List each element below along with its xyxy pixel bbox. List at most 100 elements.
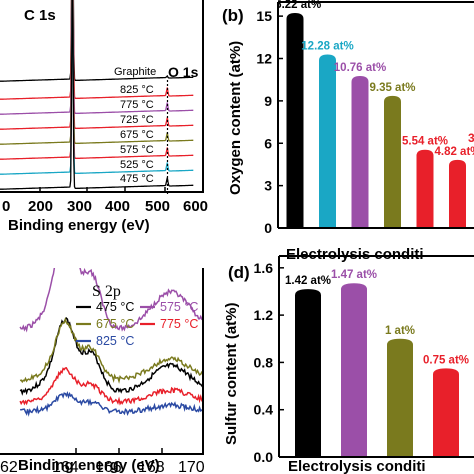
bar-value-label: 15.22 at% xyxy=(269,0,321,11)
y-tick-label: 1.6 xyxy=(254,260,274,276)
bar xyxy=(286,13,304,228)
oxygen-categories: 475 °C 525 °C 575 °C 675 °C 725 °C 775 °C xyxy=(279,234,474,246)
panel-oxygen: (b) 0 3 6 9 12 15 15.22 at% 12.28 at% 10.76 at%… xyxy=(222,0,474,263)
bar-value-label: 9.35 at% xyxy=(369,82,415,94)
survey-legend-label: 475 °C xyxy=(120,173,154,185)
y-tick-label: 0.4 xyxy=(254,402,274,418)
sulfur-panel-label: (d) xyxy=(228,263,250,282)
survey-series-line xyxy=(0,0,194,175)
y-tick-label: 9 xyxy=(264,93,272,109)
survey-series-line xyxy=(0,0,194,130)
s2p-series-line xyxy=(19,366,203,406)
survey-plot-frame xyxy=(0,0,204,193)
category-label: 675 °C xyxy=(376,234,409,246)
sulfur-y-ticks: 0.0 0.4 0.8 1.2 1.6 xyxy=(254,260,284,465)
survey-series-line xyxy=(0,0,194,190)
survey-legend-label: Graphite xyxy=(114,66,156,78)
panel-s2p: 62 164 166 168 170 S 2p 475 °C 575 °C 675 … xyxy=(0,268,205,474)
bar-value-label: 1 at% xyxy=(385,325,415,337)
survey-legend-label: 825 °C xyxy=(120,84,154,96)
y-tick-label: 6 xyxy=(264,135,272,151)
category-label: 525 °C xyxy=(311,234,344,246)
survey-x-tick-label: 0 xyxy=(2,198,10,215)
category-label: 575 °C xyxy=(344,234,377,246)
sulfur-x-axis-label: Electrolysis conditi xyxy=(288,458,426,474)
y-tick-label: 15 xyxy=(256,8,272,24)
survey-x-tick-label: 500 xyxy=(145,198,170,215)
survey-spectra xyxy=(0,0,194,190)
s2p-legend-label: 575 °C xyxy=(160,300,198,314)
y-tick-label: 12 xyxy=(256,51,272,67)
oxygen-y-axis-label: Oxygen content (at%) xyxy=(227,41,244,195)
sulfur-bars xyxy=(295,283,459,456)
bar-value-label: 1.42 at% xyxy=(285,275,331,287)
oxygen-value-labels: 15.22 at% 12.28 at% 10.76 at% 9.35 at% 5.54 … xyxy=(269,0,474,158)
s2p-legend-label: 475 °C xyxy=(96,300,134,314)
survey-legend-label: 525 °C xyxy=(120,159,154,171)
survey-annotation-c1s: C 1s xyxy=(24,7,56,24)
bar-value-label: 12.28 at% xyxy=(301,41,353,53)
s2p-legend: 475 °C 575 °C 675 °C 775 °C 825 °C xyxy=(76,300,198,348)
survey-series-line xyxy=(0,0,194,100)
bar-value-label: 10.76 at% xyxy=(334,62,386,74)
bar xyxy=(384,95,401,228)
s2p-spectra xyxy=(19,268,203,417)
category-label: 775 °C xyxy=(441,234,474,246)
sulfur-y-axis-label: Sulfur content (at%) xyxy=(223,303,240,446)
bar xyxy=(295,289,321,456)
bar xyxy=(319,54,336,228)
s2p-series-line xyxy=(19,317,203,384)
survey-x-tick-label: 400 xyxy=(105,198,130,215)
y-tick-label: 0 xyxy=(264,220,272,236)
survey-x-ticks: 0 200 300 400 500 600 xyxy=(2,187,208,215)
survey-series-line xyxy=(0,0,194,160)
bar-value-label: 1.47 at% xyxy=(331,269,377,281)
bar-value-label: 4.82 at% xyxy=(434,146,474,158)
y-tick-label: 3 xyxy=(264,178,272,194)
panel-survey: Graphite 825 °C 775 °C 725 °C 675 °C 575 °C 52… xyxy=(0,0,208,234)
y-tick-label: 0.0 xyxy=(254,449,274,465)
oxygen-y-ticks: 0 3 6 9 12 15 xyxy=(256,8,283,236)
s2p-legend-label: 775 °C xyxy=(160,317,198,331)
bar xyxy=(449,159,466,228)
survey-legend-label: 675 °C xyxy=(120,129,154,141)
survey-legend-label: 575 °C xyxy=(120,144,154,156)
s2p-x-ticks: 62 164 166 168 170 xyxy=(0,448,205,474)
s2p-series-line xyxy=(19,268,203,333)
survey-series-line xyxy=(0,0,194,145)
s2p-legend-label: 825 °C xyxy=(96,334,134,348)
bar xyxy=(433,368,459,456)
category-label: 775 °C xyxy=(430,461,463,473)
panel-sulfur: (d) 0.0 0.4 0.8 1.2 1.6 1.42 at% 1.47 at% 1 at… xyxy=(223,255,474,474)
s2p-x-tick-label: 166 xyxy=(95,459,122,474)
survey-legend-label: 775 °C xyxy=(120,99,154,111)
category-label: 475 °C xyxy=(279,234,312,246)
s2p-x-axis-label: Binding energy (eV) xyxy=(18,457,160,474)
survey-legend-label: 725 °C xyxy=(120,114,154,126)
bar xyxy=(341,283,367,456)
oxygen-x-axis-label: Electrolysis conditi xyxy=(286,246,424,263)
s2p-x-tick-label: 62 xyxy=(0,459,18,474)
survey-series-line xyxy=(0,0,194,82)
survey-x-tick-label: 200 xyxy=(28,198,53,215)
s2p-series-line xyxy=(20,390,203,417)
bar xyxy=(387,338,413,456)
survey-x-tick-label: 600 xyxy=(183,198,208,215)
oxygen-cut-label: 3 xyxy=(468,131,474,145)
y-tick-label: 1.2 xyxy=(254,307,274,323)
bar-value-label: 5.54 at% xyxy=(402,136,448,148)
s2p-x-tick-label: 168 xyxy=(138,459,165,474)
category-label: 725 °C xyxy=(409,234,442,246)
bar-value-label: 0.75 at% xyxy=(423,354,469,366)
s2p-x-tick-label: 164 xyxy=(52,459,79,474)
y-tick-label: 0.8 xyxy=(254,354,274,370)
bar xyxy=(416,149,434,228)
sulfur-value-labels: 1.42 at% 1.47 at% 1 at% 0.75 at% xyxy=(285,269,469,366)
bar xyxy=(351,76,369,228)
s2p-series-line xyxy=(19,316,203,396)
survey-x-tick-label: 300 xyxy=(67,198,92,215)
s2p-title: S 2p xyxy=(92,283,121,300)
oxygen-bars xyxy=(286,13,466,228)
oxygen-panel-label: (b) xyxy=(222,6,244,25)
